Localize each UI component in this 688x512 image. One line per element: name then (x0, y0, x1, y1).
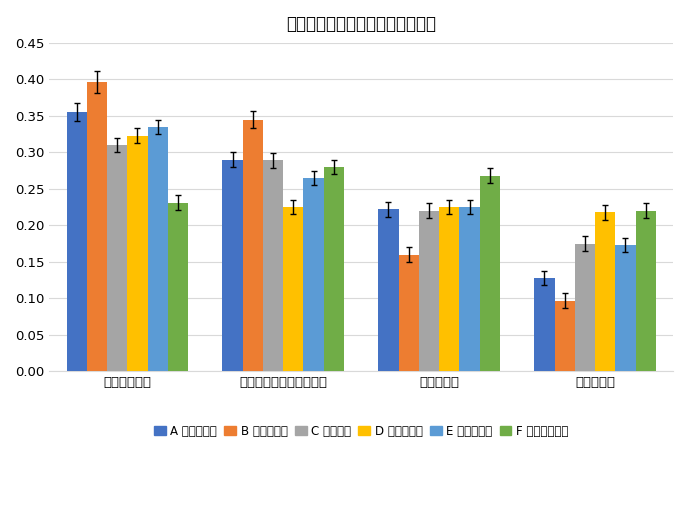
Bar (439, 207, 460, 371)
Bar (243, 119, 263, 371)
Bar (148, 127, 168, 371)
Legend: A 同調＋利得, B 同調＋損失, C 身元確認, D 避難所利得, E 避難所損失, F コントロール: A 同調＋利得, B 同調＋損失, C 身元確認, D 避難所利得, E 避難所… (149, 420, 573, 442)
Bar (283, 207, 303, 371)
Bar (222, 160, 243, 371)
Bar (480, 176, 500, 371)
Bar (87, 82, 107, 371)
Bar (67, 112, 87, 371)
Bar (303, 178, 324, 371)
Title: メッセージによる避難行動の違い: メッセージによる避難行動の違い (286, 15, 436, 33)
Bar (419, 211, 439, 371)
Bar (107, 145, 127, 371)
Bar (168, 203, 188, 371)
Bar (595, 212, 615, 371)
Bar (324, 167, 344, 371)
Bar (460, 207, 480, 371)
Bar (127, 136, 148, 371)
Bar (263, 160, 283, 371)
Bar (574, 244, 595, 371)
Bar (398, 254, 419, 371)
Bar (636, 211, 656, 371)
Bar (555, 301, 574, 371)
Bar (535, 278, 555, 371)
Bar (378, 209, 398, 371)
Bar (615, 245, 636, 371)
